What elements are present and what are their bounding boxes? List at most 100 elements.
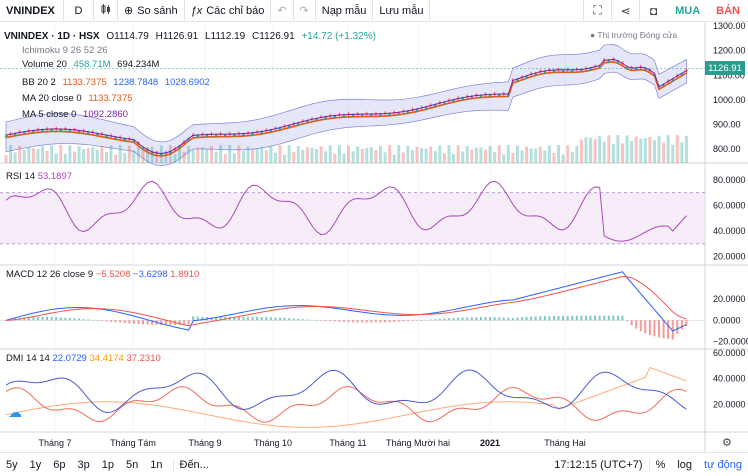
macd-histogram-bar <box>356 320 359 323</box>
macd-histogram-bar <box>233 316 236 321</box>
macd-histogram-bar <box>566 315 569 321</box>
volume-bar <box>164 153 168 163</box>
macd-histogram-bar <box>160 320 163 325</box>
save-template-button[interactable]: Lưu mẫu <box>373 0 431 22</box>
macd-histogram-bar <box>653 320 656 337</box>
redo-icon: ↷ <box>299 5 309 17</box>
volume-bar <box>50 145 54 163</box>
volume-bar <box>474 147 478 163</box>
volume-bar <box>210 146 213 163</box>
chart-svg[interactable]: 1300.00 1200.00 1100.00 1000.00 900.00 800.00… <box>0 21 748 452</box>
volume-bar <box>493 151 497 163</box>
legend-high: H1126.91 <box>155 31 199 42</box>
macd-histogram-bar <box>420 320 423 321</box>
volume-bar <box>570 151 574 163</box>
candle-body <box>333 115 336 118</box>
macd-histogram-bar <box>466 317 469 321</box>
share-icon: ⋖ <box>620 3 631 18</box>
percent-toggle[interactable]: % <box>648 458 672 471</box>
symbol-search[interactable]: VNINDEX <box>0 0 64 22</box>
volume-bar <box>205 149 209 163</box>
range-5y[interactable]: 5y <box>6 458 18 471</box>
volume-bar <box>383 152 387 163</box>
candle-body <box>160 154 163 156</box>
macd-histogram-bar <box>100 320 103 321</box>
settings-icon: ⚙ <box>722 437 732 449</box>
volume-bar <box>223 154 227 163</box>
chart-area[interactable]: 1300.00 1200.00 1100.00 1000.00 900.00 800.00… <box>0 21 748 452</box>
macd-histogram-bar <box>279 317 281 321</box>
volume-bar <box>401 152 405 163</box>
macd-histogram-bar <box>502 317 505 321</box>
volume-bar <box>552 152 556 163</box>
undo-button[interactable]: ↶ <box>271 0 294 22</box>
time-axis-label: Tháng Hai <box>544 438 586 448</box>
candle-body <box>287 125 291 128</box>
buy-button[interactable]: MUA <box>675 4 701 17</box>
macd-histogram-bar <box>361 320 364 323</box>
legend-low: L1112.19 <box>205 31 246 42</box>
volume-bar <box>502 154 506 163</box>
macd-histogram-bar <box>425 319 428 321</box>
price-tick-label: 900.00 <box>713 120 741 130</box>
chart-type-button[interactable] <box>94 0 118 22</box>
log-toggle[interactable]: log <box>677 458 693 471</box>
macd-histogram-bar <box>114 320 117 323</box>
undo-icon: ↶ <box>277 5 287 17</box>
range-5d[interactable]: 5n <box>126 458 139 471</box>
goto-button[interactable]: Đến... <box>172 458 215 471</box>
rsi-label: RSI 14 <box>6 171 36 182</box>
volume-bar <box>319 146 323 163</box>
volume-legend: Volume 20 458.71M 694.234M <box>22 58 163 72</box>
ma5-legend: MA 5 close 0 1092.2860 <box>22 108 132 122</box>
volume-bar <box>228 145 232 163</box>
share-button[interactable]: ⋖ <box>611 0 639 22</box>
volume-bar <box>639 138 643 163</box>
auto-toggle[interactable]: tự động <box>704 458 742 471</box>
candle-body <box>41 129 44 132</box>
candle-body <box>388 113 391 116</box>
macd-histogram-bar <box>397 320 400 322</box>
range-1y[interactable]: 1y <box>29 458 42 471</box>
candle-body <box>187 138 190 141</box>
volume-bar <box>397 145 401 163</box>
load-template-button[interactable]: Nạp mẫu <box>316 0 374 22</box>
volume-bar <box>255 148 259 163</box>
rsi-tick-label: 60.0000 <box>713 200 746 210</box>
fullscreen-button[interactable]: ⛶ <box>583 0 611 22</box>
macd-histogram-bar <box>87 319 90 321</box>
macd-histogram-bar <box>598 315 601 321</box>
macd-histogram-bar <box>292 318 295 321</box>
macd-histogram-bar <box>603 315 606 321</box>
range-1m[interactable]: 1p <box>101 458 114 471</box>
camera-button[interactable]: ◘ <box>639 0 667 22</box>
macd-histogram-bar <box>283 317 286 321</box>
candle-body <box>351 114 355 117</box>
volume-bar <box>173 154 177 163</box>
volume-bar <box>461 151 465 163</box>
dmi-tick-label: 40.0000 <box>713 374 746 384</box>
indicators-button[interactable]: ƒx Các chỉ báo <box>185 0 272 22</box>
clock[interactable]: 17:12:15 (UTC+7) <box>554 458 643 471</box>
interval-button[interactable]: D <box>64 0 94 22</box>
range-6m[interactable]: 6p <box>53 458 66 471</box>
redo-button[interactable]: ↷ <box>294 0 316 22</box>
volume-label: Volume 20 <box>22 59 67 70</box>
candle-body <box>205 135 209 137</box>
macd-histogram-bar <box>658 320 661 338</box>
macd-value-1: −5.5208 <box>95 269 131 280</box>
macd-histogram-bar <box>639 320 642 332</box>
compare-button[interactable]: ⊕ So sánh <box>118 0 185 22</box>
candles-icon <box>100 3 112 18</box>
macd-histogram-bar <box>192 316 195 321</box>
volume-bar <box>187 146 191 163</box>
sell-button[interactable]: BÁN <box>716 4 740 17</box>
range-1d[interactable]: 1n <box>150 458 163 471</box>
volume-bar <box>132 150 136 163</box>
volume-bar <box>114 154 118 163</box>
volume-bar <box>433 150 437 163</box>
candle-body <box>406 111 410 113</box>
range-3m[interactable]: 3p <box>77 458 90 471</box>
macd-histogram-bar <box>461 317 464 321</box>
macd-histogram-bar <box>580 315 583 321</box>
